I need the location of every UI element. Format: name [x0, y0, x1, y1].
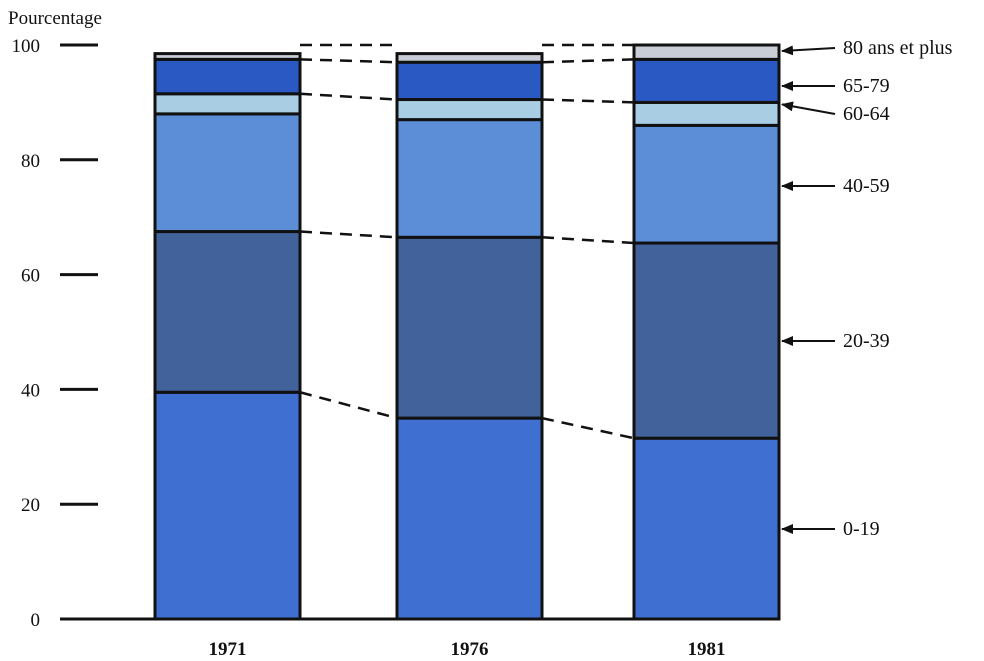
bar-segment — [395, 52, 544, 64]
connector-lines — [299, 43, 635, 440]
connector-line — [541, 98, 635, 104]
legend-arrow — [781, 101, 836, 115]
bar-segment — [395, 98, 544, 122]
x-tick-label: 1981 — [688, 639, 726, 660]
legend: 0-19 20-39 40-59 60-64 65-79 80 ans et plus — [781, 37, 953, 540]
bar-segment — [153, 390, 302, 621]
y-tick-label: 40 — [21, 380, 40, 401]
x-tick-label: 1971 — [209, 639, 247, 660]
legend-label: 65-79 — [843, 75, 890, 97]
x-axis-categories: 1971 1976 1981 — [209, 639, 726, 660]
bar-segment — [395, 118, 544, 239]
bar-segment — [632, 123, 781, 245]
connector-line — [541, 416, 635, 440]
legend-label: 40-59 — [843, 175, 890, 197]
y-tick-label: 60 — [21, 266, 40, 287]
legend-label: 20-39 — [843, 330, 890, 352]
legend-arrow — [781, 45, 836, 56]
y-axis-label: Pourcentage — [8, 8, 102, 29]
bars — [153, 43, 781, 621]
y-tick-label: 80 — [21, 151, 40, 172]
bar-segment — [632, 43, 781, 61]
y-tick-label: 20 — [21, 495, 40, 516]
legend-label: 60-64 — [843, 103, 890, 125]
legend-label: 0-19 — [843, 518, 880, 540]
bar-segment — [632, 241, 781, 440]
bar-segment — [153, 57, 302, 96]
bar-segment — [395, 60, 544, 102]
bar-segment — [632, 57, 781, 104]
bar-segment — [632, 100, 781, 127]
connector-line — [299, 92, 398, 101]
connector-line — [541, 58, 635, 64]
bar-segment — [153, 52, 302, 61]
bar-segment — [395, 416, 544, 621]
bar-segment — [395, 235, 544, 420]
bar-segment — [153, 112, 302, 234]
bar-segment — [153, 92, 302, 116]
y-axis-ticks: 0 20 40 60 80 100 — [12, 36, 98, 631]
connector-line — [299, 391, 398, 420]
connector-line — [541, 236, 635, 245]
y-tick-label: 100 — [12, 36, 41, 57]
connector-line — [299, 58, 398, 64]
legend-label: 80 ans et plus — [843, 37, 953, 59]
y-tick-label: 0 — [31, 610, 41, 631]
bar-segment — [632, 436, 781, 621]
x-tick-label: 1976 — [451, 639, 489, 660]
connector-line — [299, 230, 398, 239]
bar-segment — [153, 230, 302, 394]
